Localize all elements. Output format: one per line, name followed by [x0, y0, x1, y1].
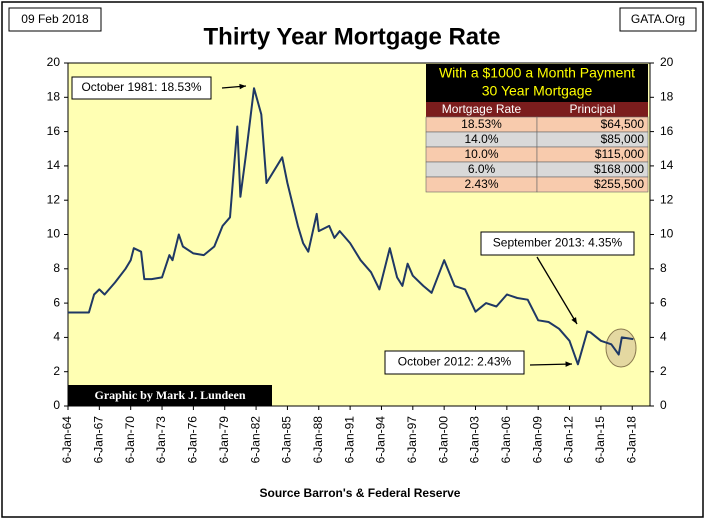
y2-tick-label: 20 — [660, 55, 674, 69]
table-cell-text: $168,000 — [594, 162, 644, 176]
annotation: September 2013: 4.35% — [493, 236, 623, 250]
arrow — [529, 363, 573, 366]
y2-tick-label: 10 — [660, 227, 674, 241]
annotation: October 2012: 2.43% — [398, 355, 512, 369]
site-box — [619, 7, 697, 32]
table-cell-text: $85,000 — [601, 132, 645, 146]
date-box — [8, 7, 102, 32]
x-tick-label: 6-Jan-64 — [60, 416, 74, 464]
y2-tick-label: 8 — [660, 261, 667, 275]
y2-tick-label: 6 — [660, 295, 667, 309]
y2-tick-label: 14 — [660, 158, 674, 172]
table-cell-text: $255,500 — [594, 177, 644, 191]
x-tick-label: 6-Jan-76 — [186, 416, 200, 464]
site: GATA.Org — [631, 12, 685, 26]
annotation-box — [384, 350, 525, 375]
table-title: 30 Year Mortgage — [482, 83, 593, 99]
x-tick-label: 6-Jan-85 — [280, 416, 294, 464]
highlight — [605, 328, 637, 368]
y-tick-label: 14 — [47, 158, 61, 172]
table-cell — [536, 176, 649, 193]
y-tick-label: 2 — [53, 364, 60, 378]
x-tick-label: 6-Jan-88 — [311, 416, 325, 464]
table-cell-text: $64,500 — [601, 117, 645, 131]
y2-tick-label: 18 — [660, 89, 674, 103]
y-tick-label: 12 — [47, 192, 61, 206]
y-tick-label: 8 — [53, 261, 60, 275]
x-tick-label: 6-Jan-70 — [123, 416, 137, 464]
table-header-bg — [426, 102, 648, 117]
table-title: With a $1000 a Month Payment — [439, 65, 635, 81]
y-tick-label: 4 — [53, 330, 60, 344]
table-cell-text: $115,000 — [595, 147, 644, 161]
y-tick-label: 18 — [47, 89, 61, 103]
y-tick-label: 10 — [47, 227, 61, 241]
credit: Graphic by Mark J. Lundeen — [94, 388, 245, 402]
table-cell-text: 6.0% — [468, 162, 496, 176]
line-series — [68, 87, 634, 366]
arrow-head — [239, 83, 246, 90]
table-header: Principal — [569, 102, 615, 116]
table-header: Mortgage Rate — [442, 102, 522, 116]
y2-tick-label: 0 — [660, 398, 667, 412]
date: 09 Feb 2018 — [21, 12, 89, 26]
x-tick-label: 6-Jan-15 — [593, 416, 607, 464]
credit-box — [68, 385, 272, 406]
x-tick-label: 6-Jan-82 — [248, 416, 262, 464]
y-tick-label: 6 — [53, 295, 60, 309]
x-tick-label: 6-Jan-67 — [92, 416, 106, 464]
arrow-head — [565, 361, 572, 367]
y2-tick-label: 16 — [660, 124, 674, 138]
x-tick-label: 6-Jan-91 — [342, 416, 356, 464]
y2-tick-label: 4 — [660, 330, 667, 344]
x-tick-label: 6-Jan-18 — [624, 416, 638, 464]
x-tick-label: 6-Jan-03 — [468, 416, 482, 464]
chart-title: Thirty Year Mortgage Rate — [204, 23, 501, 50]
annotation: October 1981: 18.53% — [81, 80, 201, 94]
y-tick-label: 0 — [53, 398, 60, 412]
y-tick-label: 20 — [47, 55, 61, 69]
x-tick-label: 6-Jan-94 — [374, 416, 388, 464]
table-cell-text: 2.43% — [464, 177, 498, 191]
table-cell-text: 14.0% — [464, 132, 498, 146]
table-cell-text: 10.0% — [464, 147, 498, 161]
table-title-bg — [426, 64, 648, 102]
x-tick-label: 6-Jan-79 — [217, 416, 231, 464]
x-tick-label: 6-Jan-00 — [436, 416, 450, 464]
x-axis-label: Source Barron's & Federal Reserve — [260, 486, 461, 500]
y2-tick-label: 2 — [660, 364, 667, 378]
x-tick-label: 6-Jan-12 — [562, 416, 576, 464]
x-tick-label: 6-Jan-97 — [405, 416, 419, 464]
x-tick-label: 6-Jan-06 — [499, 416, 513, 464]
arrow — [536, 256, 578, 325]
annotation-box — [480, 231, 635, 256]
annotation-box — [71, 76, 212, 100]
table-cell-text: 18.53% — [461, 117, 502, 131]
x-tick-label: 6-Jan-09 — [530, 416, 544, 464]
arrow-head — [571, 317, 577, 324]
y-tick-label: 16 — [47, 124, 61, 138]
x-tick-label: 6-Jan-73 — [154, 416, 168, 464]
y2-tick-label: 12 — [660, 192, 674, 206]
